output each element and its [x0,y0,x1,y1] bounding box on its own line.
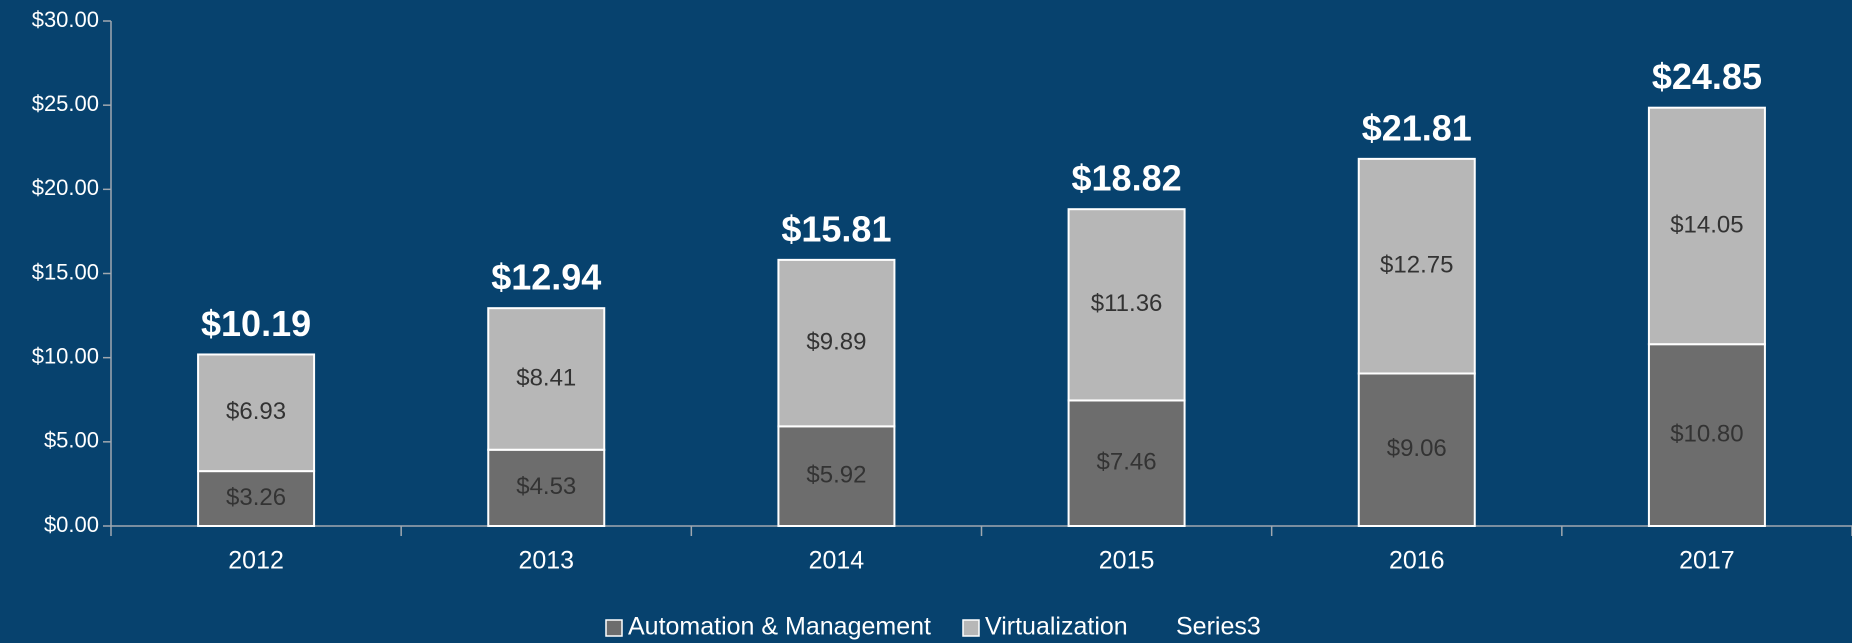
legend-swatch [605,619,623,637]
data-label: $9.89 [806,328,866,355]
bar-segment [777,258,896,428]
y-tick-label: $0.00 [44,512,99,537]
legend-label: Virtualization [985,613,1128,641]
y-tick-label: $20.00 [32,175,99,200]
bar-segment [487,448,606,527]
data-label: $6.93 [226,398,286,425]
x-tick-label: 2016 [1389,547,1445,575]
y-tick-label: $10.00 [32,343,99,368]
bar-segment [1647,343,1766,528]
legend-label: Series3 [1176,613,1261,641]
y-tick-label: $30.00 [32,7,99,32]
bar-segment [777,425,896,528]
data-label: $10.80 [1670,420,1743,447]
bar-segment [1357,372,1476,527]
data-label: $8.41 [516,364,576,391]
data-label: $5.92 [806,462,866,489]
legend-label: Automation & Management [628,613,931,641]
total-label: $15.81 [781,208,891,249]
data-label: $4.53 [516,473,576,500]
bar-segment [1357,157,1476,375]
bar-segment [1647,106,1766,346]
bar-segment [1067,208,1186,402]
x-tick-label: 2014 [809,547,865,575]
x-tick-label: 2013 [518,547,574,575]
legend-swatch [962,619,980,637]
total-label: $18.82 [1072,158,1182,199]
y-tick-label: $5.00 [44,428,99,453]
data-label: $11.36 [1091,290,1163,317]
data-label: $3.26 [226,484,286,511]
total-label: $24.85 [1652,56,1762,97]
y-tick-label: $25.00 [32,91,99,116]
bar-segment [197,470,316,527]
x-tick-label: 2017 [1679,547,1735,575]
data-label: $14.05 [1670,211,1743,238]
total-label: $21.81 [1362,107,1472,148]
data-label: $12.75 [1380,252,1453,279]
data-label: $9.06 [1387,435,1447,462]
x-tick-label: 2015 [1099,547,1155,575]
x-tick-label: 2012 [228,547,284,575]
bar-segment [197,353,316,473]
total-label: $12.94 [491,257,601,298]
y-tick-label: $15.00 [32,259,99,284]
data-label: $7.46 [1097,449,1157,476]
bar-segment [487,307,606,451]
total-label: $10.19 [201,303,311,344]
